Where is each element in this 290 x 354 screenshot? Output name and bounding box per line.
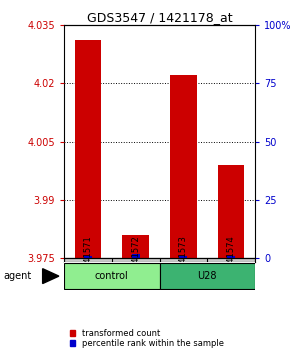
Bar <box>170 75 197 258</box>
Text: GSM341574: GSM341574 <box>227 235 236 286</box>
Text: GSM341573: GSM341573 <box>179 235 188 286</box>
Bar <box>227 256 235 258</box>
Bar <box>180 256 187 258</box>
Text: GSM341571: GSM341571 <box>83 235 92 286</box>
Bar <box>160 263 255 289</box>
Text: GSM341572: GSM341572 <box>131 235 140 286</box>
Text: U28: U28 <box>197 270 217 281</box>
Title: GDS3547 / 1421178_at: GDS3547 / 1421178_at <box>87 11 232 24</box>
Bar <box>75 40 101 258</box>
Bar <box>84 256 92 258</box>
Polygon shape <box>43 269 59 284</box>
Text: control: control <box>95 270 128 281</box>
Bar <box>122 235 149 258</box>
Bar <box>218 165 244 258</box>
Text: agent: agent <box>3 271 31 281</box>
Legend: transformed count, percentile rank within the sample: transformed count, percentile rank withi… <box>68 327 226 350</box>
Bar <box>132 254 139 258</box>
Bar <box>64 263 160 289</box>
